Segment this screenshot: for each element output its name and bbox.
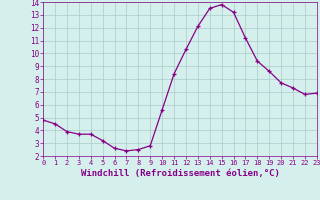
X-axis label: Windchill (Refroidissement éolien,°C): Windchill (Refroidissement éolien,°C) bbox=[81, 169, 279, 178]
